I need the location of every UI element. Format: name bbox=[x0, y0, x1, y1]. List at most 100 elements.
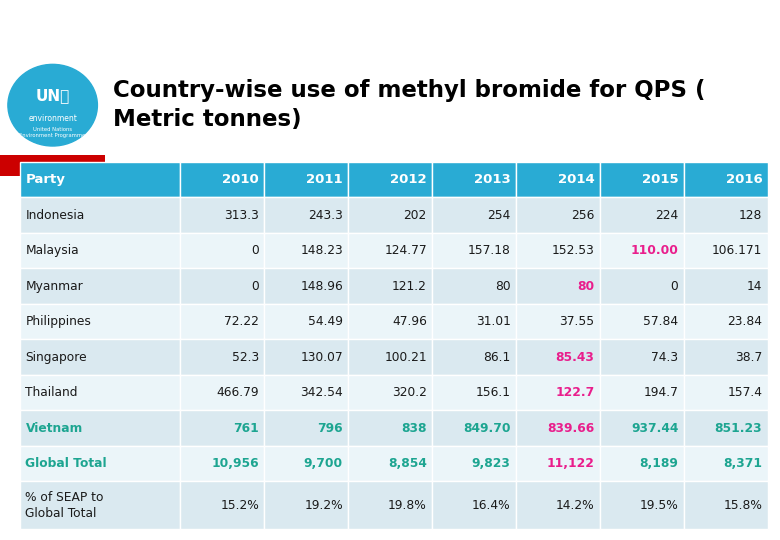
Bar bbox=[516, 233, 600, 268]
Bar bbox=[348, 162, 432, 198]
Text: 72.22: 72.22 bbox=[224, 315, 259, 328]
Bar bbox=[20, 198, 180, 233]
Text: 57.84: 57.84 bbox=[644, 315, 679, 328]
Bar bbox=[348, 304, 432, 340]
Text: 0: 0 bbox=[671, 280, 679, 293]
Bar bbox=[516, 268, 600, 304]
Text: 2011: 2011 bbox=[307, 173, 343, 186]
Bar bbox=[600, 162, 684, 198]
Bar bbox=[684, 268, 768, 304]
Text: 37.55: 37.55 bbox=[559, 315, 594, 328]
Text: 86.1: 86.1 bbox=[484, 350, 511, 363]
Bar bbox=[264, 304, 348, 340]
Ellipse shape bbox=[8, 64, 98, 146]
Bar bbox=[684, 340, 768, 375]
Bar bbox=[600, 233, 684, 268]
Text: 148.96: 148.96 bbox=[300, 280, 343, 293]
Bar bbox=[20, 233, 180, 268]
Text: 152.53: 152.53 bbox=[551, 244, 594, 257]
Bar bbox=[180, 198, 264, 233]
Text: 9,700: 9,700 bbox=[304, 457, 343, 470]
Bar bbox=[180, 233, 264, 268]
Bar bbox=[0, 155, 105, 176]
Bar bbox=[348, 340, 432, 375]
Bar bbox=[432, 198, 516, 233]
Text: 110.00: 110.00 bbox=[630, 244, 679, 257]
Text: 342.54: 342.54 bbox=[300, 386, 343, 399]
Bar bbox=[600, 198, 684, 233]
Bar bbox=[180, 162, 264, 198]
Bar bbox=[516, 162, 600, 198]
Text: Global Total: Global Total bbox=[26, 457, 107, 470]
Text: 838: 838 bbox=[402, 422, 427, 435]
Text: 106.171: 106.171 bbox=[712, 244, 762, 257]
Bar bbox=[264, 481, 348, 529]
Text: United Nations
Environment Programme: United Nations Environment Programme bbox=[20, 127, 86, 138]
Bar bbox=[264, 340, 348, 375]
Bar bbox=[684, 375, 768, 410]
Bar bbox=[348, 446, 432, 481]
Bar bbox=[348, 268, 432, 304]
Bar bbox=[20, 446, 180, 481]
Bar bbox=[432, 268, 516, 304]
Bar bbox=[432, 233, 516, 268]
Bar bbox=[20, 481, 180, 529]
Bar bbox=[516, 375, 600, 410]
Text: 243.3: 243.3 bbox=[308, 209, 343, 222]
Bar bbox=[432, 162, 516, 198]
Text: 2012: 2012 bbox=[390, 173, 427, 186]
Bar bbox=[600, 268, 684, 304]
Text: 31.01: 31.01 bbox=[476, 315, 511, 328]
Text: 2015: 2015 bbox=[642, 173, 679, 186]
Text: 256: 256 bbox=[571, 209, 594, 222]
Bar bbox=[432, 375, 516, 410]
Text: 202: 202 bbox=[403, 209, 427, 222]
Text: Philippines: Philippines bbox=[26, 315, 91, 328]
Text: 9,823: 9,823 bbox=[472, 457, 511, 470]
Bar bbox=[432, 304, 516, 340]
Text: 937.44: 937.44 bbox=[631, 422, 679, 435]
Text: 23.84: 23.84 bbox=[727, 315, 762, 328]
Bar bbox=[600, 410, 684, 446]
Bar bbox=[180, 446, 264, 481]
Text: 80: 80 bbox=[577, 280, 594, 293]
Text: Myanmar: Myanmar bbox=[26, 280, 83, 293]
Bar bbox=[180, 340, 264, 375]
Text: UN Environment OzonAction
Compliance Assistance Programme: UN Environment OzonAction Compliance Ass… bbox=[9, 10, 230, 42]
Bar bbox=[684, 304, 768, 340]
Text: 38.7: 38.7 bbox=[735, 350, 762, 363]
Bar bbox=[20, 304, 180, 340]
Text: 466.79: 466.79 bbox=[217, 386, 259, 399]
Text: UNⓄ: UNⓄ bbox=[36, 89, 69, 104]
Text: 2010: 2010 bbox=[222, 173, 259, 186]
Bar bbox=[516, 198, 600, 233]
Text: 851.23: 851.23 bbox=[714, 422, 762, 435]
Bar bbox=[20, 410, 180, 446]
Text: 2013: 2013 bbox=[474, 173, 511, 186]
Text: 15.2%: 15.2% bbox=[221, 499, 259, 512]
Text: 130.07: 130.07 bbox=[300, 350, 343, 363]
Text: % of SEAP to
Global Total: % of SEAP to Global Total bbox=[26, 491, 104, 519]
Bar bbox=[516, 446, 600, 481]
Bar bbox=[348, 233, 432, 268]
Text: 10,956: 10,956 bbox=[211, 457, 259, 470]
Bar bbox=[432, 340, 516, 375]
Text: 47.96: 47.96 bbox=[392, 315, 427, 328]
Text: 19.8%: 19.8% bbox=[388, 499, 427, 512]
Bar bbox=[20, 340, 180, 375]
Text: 157.18: 157.18 bbox=[468, 244, 511, 257]
Bar bbox=[432, 410, 516, 446]
Text: Thailand: Thailand bbox=[26, 386, 78, 399]
Text: 11,122: 11,122 bbox=[547, 457, 594, 470]
Text: 15.8%: 15.8% bbox=[723, 499, 762, 512]
Bar bbox=[600, 340, 684, 375]
Text: 85.43: 85.43 bbox=[555, 350, 594, 363]
Text: 157.4: 157.4 bbox=[727, 386, 762, 399]
Bar bbox=[684, 410, 768, 446]
Text: 148.23: 148.23 bbox=[300, 244, 343, 257]
Text: Malaysia: Malaysia bbox=[26, 244, 79, 257]
Bar bbox=[600, 446, 684, 481]
Text: 156.1: 156.1 bbox=[476, 386, 511, 399]
Bar bbox=[516, 481, 600, 529]
Bar bbox=[684, 233, 768, 268]
